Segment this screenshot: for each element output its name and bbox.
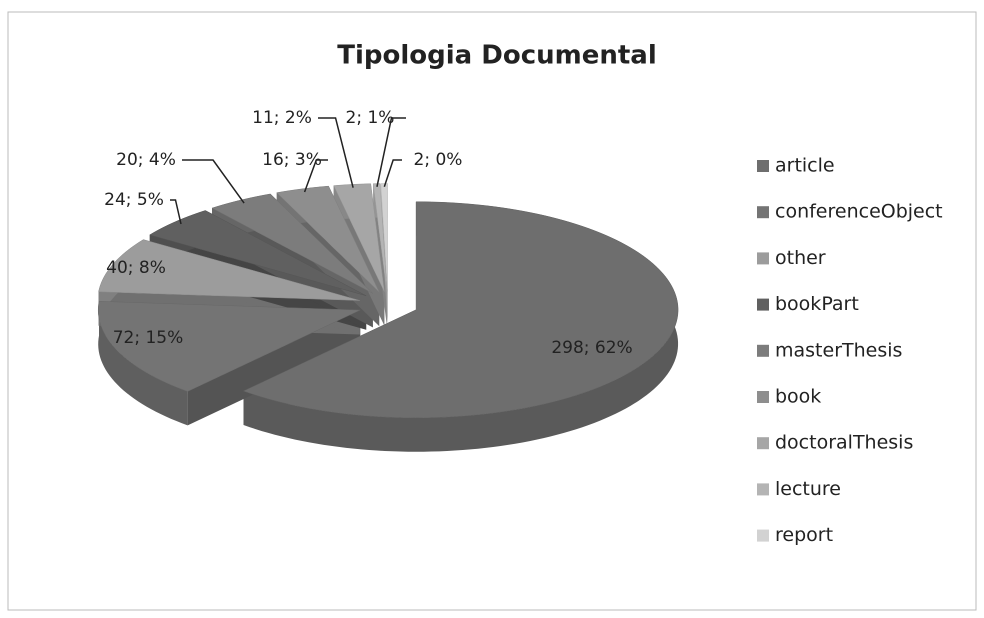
data-label: 40; 8%	[106, 258, 166, 278]
leader-line	[376, 117, 406, 187]
legend-swatch	[757, 344, 769, 357]
data-label: 24; 5%	[104, 190, 164, 210]
slice	[242, 201, 679, 418]
data-label: 16; 3%	[262, 150, 322, 170]
slice	[98, 239, 360, 301]
leader-line	[383, 159, 402, 187]
legend-swatch	[757, 529, 769, 542]
leader-line	[182, 159, 245, 204]
data-label: 72; 15%	[113, 328, 184, 348]
slice	[372, 183, 388, 292]
slice-side	[243, 201, 679, 452]
legend-label: masterThesis	[775, 339, 902, 361]
chart-title: Tipologia Documental	[337, 41, 657, 71]
slice	[380, 183, 388, 292]
slice	[149, 210, 367, 296]
data-label: 20; 4%	[116, 150, 176, 170]
legend-swatch	[757, 483, 769, 496]
legend-swatch	[757, 437, 769, 450]
leader-line	[303, 159, 328, 193]
legend-swatch	[757, 252, 769, 265]
legend-label: bookPart	[775, 293, 859, 315]
legend-label: lecture	[775, 478, 841, 500]
legend-label: conferenceObject	[775, 201, 943, 223]
legend-swatch	[757, 206, 769, 219]
legend-label: other	[775, 247, 826, 269]
data-label: 298; 62%	[551, 338, 632, 358]
slice	[211, 193, 373, 294]
data-label: 2; 1%	[346, 108, 395, 128]
legend-swatch	[757, 391, 769, 403]
slice	[276, 185, 380, 293]
legend-label: book	[775, 386, 821, 408]
legend-label: doctoralThesis	[775, 432, 913, 454]
legend-swatch	[757, 160, 769, 172]
slice-tops	[97, 183, 679, 418]
data-labels: 298; 62% 72; 15% 40; 8% 24; 5% 20; 4% 16; 3% 1…	[104, 108, 633, 358]
slice-side	[98, 301, 188, 426]
data-label: 2; 0%	[414, 150, 463, 170]
leader-line	[170, 199, 182, 225]
leader-line	[318, 117, 354, 188]
legend-swatch	[757, 298, 769, 311]
slice	[97, 301, 361, 392]
legend: article conferenceObject other bookPart mast…	[757, 155, 943, 546]
legend-label: report	[775, 524, 833, 546]
data-label: 11; 2%	[252, 108, 312, 128]
legend-label: article	[775, 155, 835, 177]
